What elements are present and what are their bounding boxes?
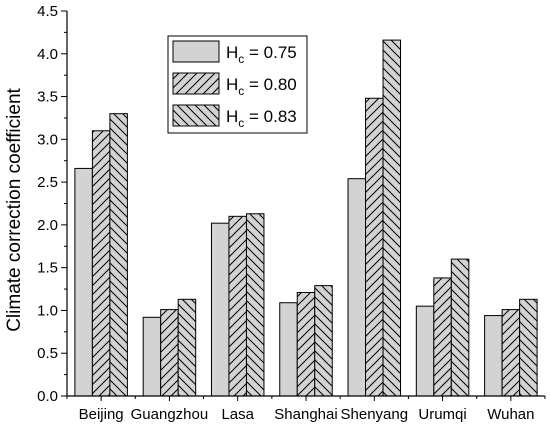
bar-shenyang-series-1	[347, 178, 367, 397]
bar-guangzhou-series-1	[142, 316, 162, 397]
y-tick-label: 2.5	[37, 174, 58, 191]
bar-shanghai-series-2	[296, 291, 316, 397]
bar-lasa-series-3	[245, 213, 265, 397]
x-tick-label: Beijing	[79, 406, 124, 423]
bar-shanghai-series-3	[314, 285, 333, 397]
x-tick-label: Shanghai	[274, 406, 337, 423]
legend-swatch-series-1	[172, 40, 220, 63]
y-tick-label: 3.0	[37, 131, 58, 148]
bar-beijing-series-1	[74, 167, 93, 397]
x-tick-label: Guangzhou	[131, 406, 209, 423]
y-tick-label: 0.5	[37, 345, 58, 362]
legend-label-series-2: Hc = 0.80	[226, 75, 297, 98]
y-tick-label: 4.5	[37, 3, 58, 20]
bar-beijing-series-2	[91, 130, 111, 397]
legend-swatch-series-2	[172, 72, 220, 95]
y-tick-label: 2.0	[37, 217, 58, 234]
bar-guangzhou-series-3	[177, 298, 197, 397]
bar-shenyang-series-3	[382, 39, 402, 397]
x-tick-label: Lasa	[221, 406, 254, 423]
y-tick-label: 3.5	[37, 89, 58, 106]
legend-swatch-series-3	[172, 104, 220, 127]
x-tick-label: Wuhan	[487, 406, 534, 423]
bar-guangzhou-series-2	[160, 309, 179, 397]
bar-urumqi-series-3	[450, 258, 470, 397]
legend-label-series-3: Hc = 0.83	[226, 107, 297, 130]
legend-label-series-1: Hc = 0.75	[226, 43, 297, 66]
bar-lasa-series-1	[210, 222, 230, 397]
x-tick-label: Shenyang	[341, 406, 409, 423]
bar-shanghai-series-1	[279, 302, 298, 397]
axes-layer: Beijing Guangzhou Lasa Shanghai Shenyang Urum…	[37, 3, 546, 423]
y-tick-label: 0.0	[37, 388, 58, 405]
legend: Hc = 0.75 Hc = 0.80 Hc = 0.83	[167, 35, 308, 134]
bar-beijing-series-3	[109, 113, 128, 397]
y-tick-label: 1.0	[37, 302, 58, 319]
bar-wuhan-series-3	[519, 298, 538, 397]
bar-wuhan-series-2	[501, 309, 521, 397]
y-axis-title: Climate correction coefficient	[4, 87, 25, 331]
bar-lasa-series-2	[228, 215, 247, 397]
bar-urumqi-series-2	[433, 277, 452, 397]
bar-wuhan-series-1	[484, 315, 503, 397]
bar-urumqi-series-1	[415, 305, 435, 397]
y-tick-label: 1.5	[37, 260, 58, 277]
y-tick-label: 4.0	[37, 46, 58, 63]
x-tick-label: Urumqi	[418, 406, 466, 423]
bar-shenyang-series-2	[365, 97, 384, 397]
